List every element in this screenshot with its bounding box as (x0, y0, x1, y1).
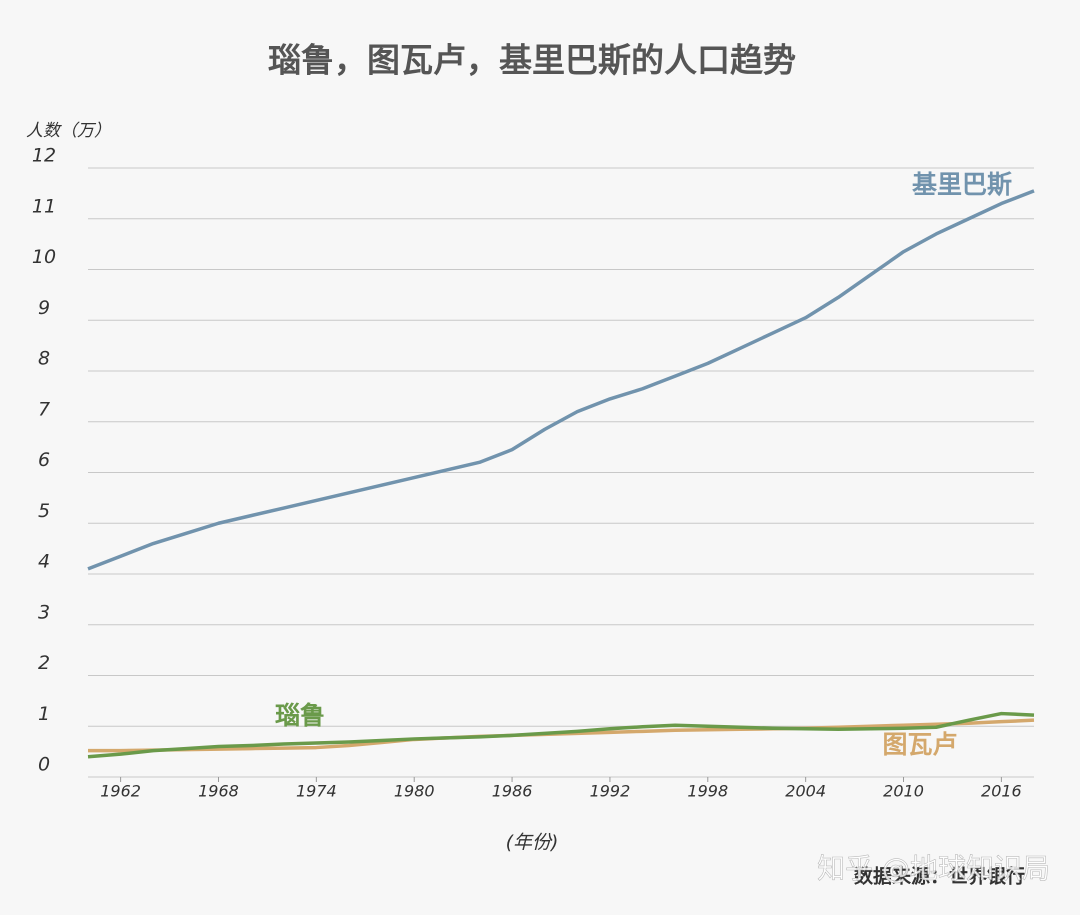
y-tick-label: 7 (38, 398, 50, 420)
series-line (87, 711, 1035, 759)
y-tick-label: 4 (38, 551, 50, 573)
series-label: 基里巴斯 (912, 170, 1012, 199)
y-tick-label: 10 (32, 246, 56, 268)
watermark: 知乎 @地球知识局 (817, 852, 1050, 885)
source: 数据来源：世界银行 (854, 865, 1025, 888)
y-tick-label: 6 (38, 449, 50, 471)
y-tick-label: 8 (38, 348, 50, 370)
y-tick-label: 0 (38, 754, 50, 776)
y-axis-label: 人数（万） (26, 121, 111, 141)
x-tick-label: 1974 (296, 782, 337, 801)
x-tick-label: 1980 (394, 782, 435, 801)
series-line (87, 189, 1035, 571)
x-axis-label: (年份) (506, 832, 559, 854)
y-tick-label: 1 (38, 703, 50, 725)
series-label: 瑙鲁 (275, 701, 325, 730)
x-tick-label: 1992 (590, 782, 631, 801)
x-tick-label: 1986 (492, 782, 533, 801)
chart-title: 瑙鲁，图瓦卢，基里巴斯的人口趋势 (268, 41, 796, 80)
y-tick-label: 3 (38, 601, 50, 623)
series-label: 图瓦卢 (882, 730, 957, 759)
x-tick-label: 1998 (687, 782, 728, 801)
y-tick-label: 5 (38, 500, 50, 522)
x-tick-label: 1962 (100, 782, 141, 801)
y-tick-label: 12 (32, 145, 56, 167)
x-tick-label: 2010 (883, 782, 924, 801)
x-tick-label: 1968 (198, 782, 239, 801)
y-tick-label: 11 (32, 195, 56, 217)
y-tick-label: 9 (38, 297, 50, 319)
x-tick-label: 2016 (981, 782, 1022, 801)
x-tick-label: 2004 (785, 782, 826, 801)
y-tick-label: 2 (38, 652, 50, 674)
